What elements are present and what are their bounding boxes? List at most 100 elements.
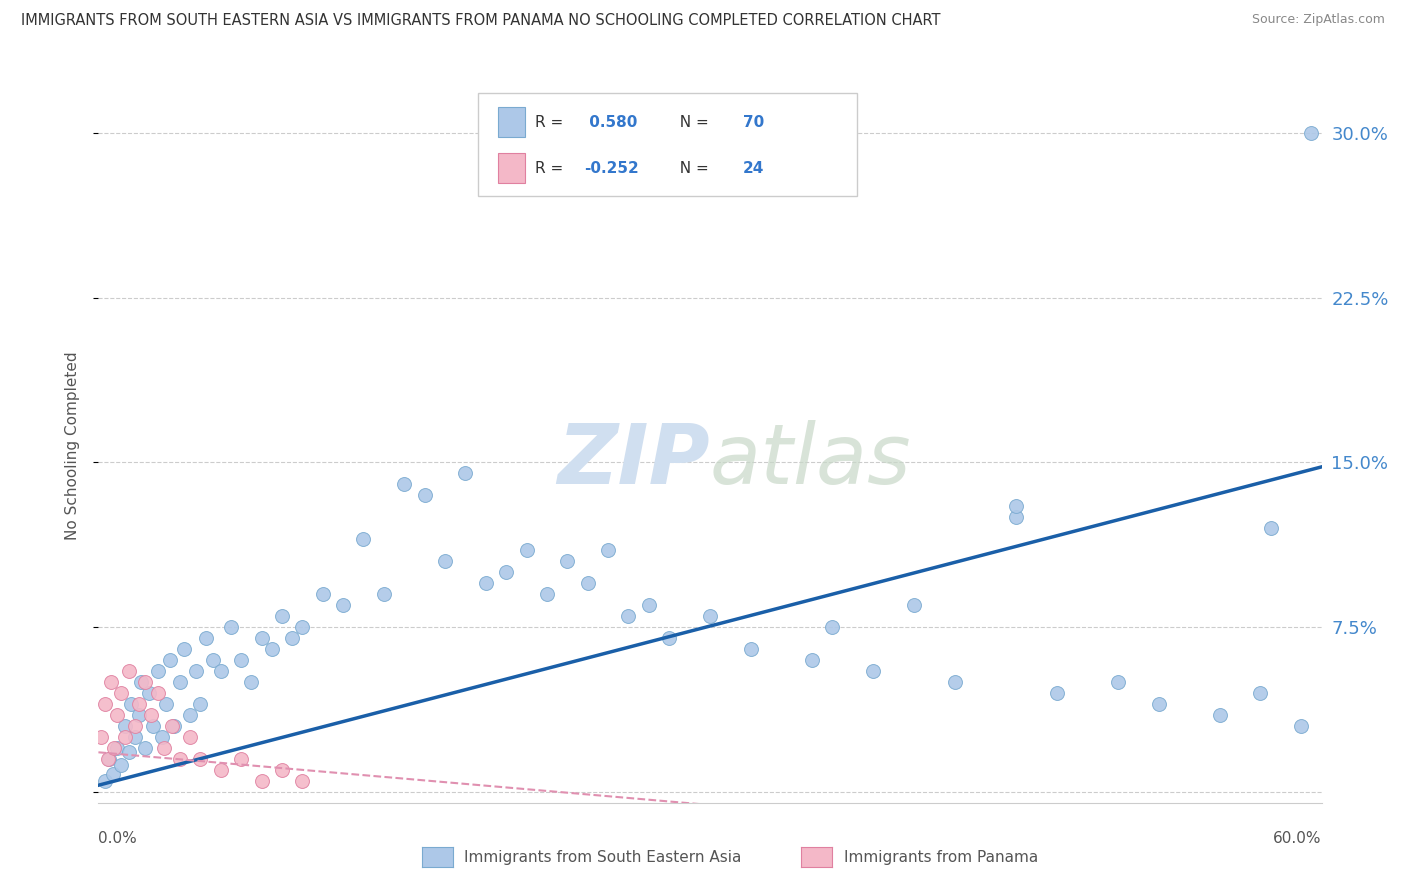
Point <box>638 598 661 612</box>
Point <box>392 477 416 491</box>
Text: N =: N = <box>669 161 713 176</box>
Point <box>495 566 517 580</box>
Point <box>146 686 169 700</box>
Point <box>332 598 354 612</box>
Point <box>186 664 208 678</box>
FancyBboxPatch shape <box>478 93 856 196</box>
Point <box>90 730 112 744</box>
Point <box>118 664 141 678</box>
Text: 70: 70 <box>742 115 765 130</box>
Text: ZIP: ZIP <box>557 420 710 500</box>
Point <box>105 740 128 755</box>
Point <box>155 697 177 711</box>
Point <box>312 587 335 601</box>
Point <box>93 773 115 788</box>
Point <box>146 664 169 678</box>
Point <box>740 642 762 657</box>
Point <box>195 631 218 645</box>
Point <box>114 719 136 733</box>
Point <box>101 767 124 781</box>
Point <box>138 686 160 700</box>
Text: N =: N = <box>669 115 713 130</box>
Text: Immigrants from South Eastern Asia: Immigrants from South Eastern Asia <box>464 850 741 864</box>
Point <box>862 664 884 678</box>
Point <box>557 554 579 568</box>
Text: IMMIGRANTS FROM SOUTH EASTERN ASIA VS IMMIGRANTS FROM PANAMA NO SCHOOLING COMPLE: IMMIGRANTS FROM SOUTH EASTERN ASIA VS IM… <box>21 13 941 29</box>
Point <box>114 730 136 744</box>
Point <box>260 642 283 657</box>
Text: Immigrants from Panama: Immigrants from Panama <box>844 850 1038 864</box>
Point <box>801 653 824 667</box>
Point <box>658 631 681 645</box>
Point <box>1301 126 1323 140</box>
Point <box>250 631 273 645</box>
Bar <box>498 107 526 136</box>
Point <box>699 609 721 624</box>
Text: 0.0%: 0.0% <box>98 831 138 847</box>
Point <box>134 675 156 690</box>
Point <box>821 620 844 634</box>
Point <box>240 675 263 690</box>
Point <box>270 763 294 777</box>
Point <box>536 587 558 601</box>
Point <box>516 543 538 558</box>
Point <box>124 719 146 733</box>
Point <box>169 752 191 766</box>
Point <box>454 467 477 481</box>
Point <box>1291 719 1313 733</box>
Point <box>120 697 142 711</box>
Point <box>1260 521 1282 535</box>
Point <box>152 740 174 755</box>
Point <box>179 708 201 723</box>
Point <box>250 773 273 788</box>
Text: 0.580: 0.580 <box>583 115 637 130</box>
Point <box>281 631 304 645</box>
Point <box>231 752 253 766</box>
Point <box>110 758 132 772</box>
Point <box>1107 675 1129 690</box>
Point <box>413 488 436 502</box>
Point <box>1208 708 1232 723</box>
Point <box>188 697 212 711</box>
Point <box>97 752 120 766</box>
Point <box>1045 686 1069 700</box>
Point <box>1004 500 1026 514</box>
Point <box>943 675 966 690</box>
Text: R =: R = <box>536 115 568 130</box>
Point <box>1249 686 1271 700</box>
Point <box>134 740 156 755</box>
Point <box>100 675 122 690</box>
Point <box>596 543 619 558</box>
Point <box>150 730 173 744</box>
Point <box>141 708 163 723</box>
Point <box>179 730 201 744</box>
Point <box>433 554 456 568</box>
Point <box>209 763 232 777</box>
Text: 24: 24 <box>742 161 765 176</box>
Y-axis label: No Schooling Completed: No Schooling Completed <box>65 351 80 541</box>
Point <box>129 675 152 690</box>
Point <box>474 576 498 591</box>
Point <box>93 697 115 711</box>
Point <box>142 719 165 733</box>
Point <box>128 697 150 711</box>
Text: -0.252: -0.252 <box>583 161 638 176</box>
Text: atlas: atlas <box>710 420 911 500</box>
Point <box>209 664 232 678</box>
Point <box>163 719 186 733</box>
Point <box>617 609 640 624</box>
Point <box>169 675 191 690</box>
Text: 60.0%: 60.0% <box>1274 831 1322 847</box>
Point <box>291 620 314 634</box>
Point <box>173 642 195 657</box>
Point <box>291 773 314 788</box>
Text: R =: R = <box>536 161 568 176</box>
Point <box>103 740 125 755</box>
Point <box>124 730 146 744</box>
Point <box>159 653 181 667</box>
Point <box>97 752 120 766</box>
Point <box>903 598 925 612</box>
Point <box>270 609 294 624</box>
Bar <box>498 153 526 183</box>
Point <box>201 653 224 667</box>
